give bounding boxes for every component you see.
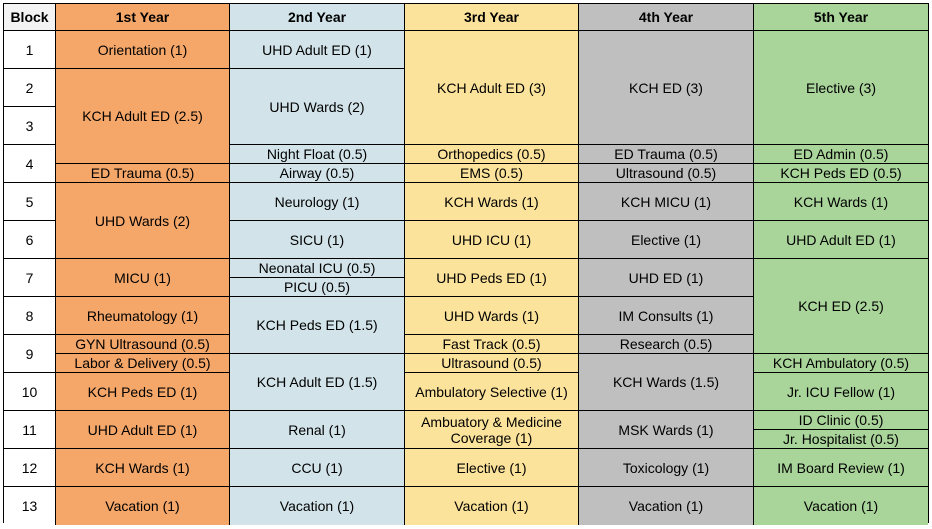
header-block: Block — [4, 4, 56, 31]
rotation-cell: MSK Wards (1) — [579, 411, 754, 449]
rotation-cell: Elective (1) — [405, 449, 579, 487]
rotation-cell: Jr. ICU Fellow (1) — [754, 373, 928, 411]
rotation-cell: Vacation (1) — [754, 487, 928, 525]
rotation-cell: UHD ED (1) — [579, 259, 754, 297]
rotation-cell: Neurology (1) — [230, 183, 405, 221]
rotation-cell: Orthopedics (0.5) — [405, 145, 579, 164]
rotation-cell: Toxicology (1) — [579, 449, 754, 487]
block-number: 4 — [4, 145, 56, 183]
rotation-cell: Research (0.5) — [579, 335, 754, 354]
rotation-cell: KCH ED (2.5) — [754, 259, 928, 354]
block-number: 12 — [4, 449, 56, 487]
rotation-cell: Vacation (1) — [579, 487, 754, 525]
rotation-cell: Elective (3) — [754, 31, 928, 145]
rotation-schedule-table: Block 1st Year 2nd Year 3rd Year 4th Yea… — [3, 3, 929, 525]
rotation-cell: Orientation (1) — [56, 31, 230, 69]
rotation-cell: Ambulatory Selective (1) — [405, 373, 579, 411]
rotation-cell: KCH Adult ED (2.5) — [56, 69, 230, 164]
rotation-cell: EMS (0.5) — [405, 164, 579, 183]
rotation-cell: SICU (1) — [230, 221, 405, 259]
rotation-cell: MICU (1) — [56, 259, 230, 297]
block-number: 13 — [4, 487, 56, 525]
header-year-2: 2nd Year — [230, 4, 405, 31]
rotation-cell: PICU (0.5) — [230, 278, 405, 297]
header-year-3: 3rd Year — [405, 4, 579, 31]
rotation-cell: UHD Wards (1) — [405, 297, 579, 335]
rotation-cell: KCH Wards (1.5) — [579, 354, 754, 411]
rotation-cell: IM Board Review (1) — [754, 449, 928, 487]
rotation-cell: KCH Wards (1) — [754, 183, 928, 221]
rotation-cell: Renal (1) — [230, 411, 405, 449]
block-number: 11 — [4, 411, 56, 449]
rotation-cell: KCH ED (3) — [579, 31, 754, 145]
rotation-cell: UHD Adult ED (1) — [56, 411, 230, 449]
block-number: 2 — [4, 69, 56, 107]
rotation-cell: ED Admin (0.5) — [754, 145, 928, 164]
rotation-cell: UHD Adult ED (1) — [754, 221, 928, 259]
rotation-cell: UHD Peds ED (1) — [405, 259, 579, 297]
block-number: 3 — [4, 107, 56, 145]
rotation-cell: Elective (1) — [579, 221, 754, 259]
rotation-cell: GYN Ultrasound (0.5) — [56, 335, 230, 354]
rotation-cell: Neonatal ICU (0.5) — [230, 259, 405, 278]
rotation-cell: Airway (0.5) — [230, 164, 405, 183]
rotation-cell: UHD Wards (2) — [230, 69, 405, 145]
rotation-cell: Rheumatology (1) — [56, 297, 230, 335]
rotation-cell: ED Trauma (0.5) — [56, 164, 230, 183]
rotation-cell: KCH Wards (1) — [56, 449, 230, 487]
rotation-cell: IM Consults (1) — [579, 297, 754, 335]
rotation-cell: UHD ICU (1) — [405, 221, 579, 259]
rotation-cell: Vacation (1) — [230, 487, 405, 525]
rotation-cell: Vacation (1) — [405, 487, 579, 525]
rotation-cell: ED Trauma (0.5) — [579, 145, 754, 164]
header-year-4: 4th Year — [579, 4, 754, 31]
block-number: 8 — [4, 297, 56, 335]
rotation-cell: CCU (1) — [230, 449, 405, 487]
rotation-cell: Labor & Delivery (0.5) — [56, 354, 230, 373]
rotation-cell: Ambuatory & Medicine Coverage (1) — [405, 411, 579, 449]
rotation-cell: KCH Peds ED (1) — [56, 373, 230, 411]
rotation-cell: Fast Track (0.5) — [405, 335, 579, 354]
rotation-cell: KCH Adult ED (3) — [405, 31, 579, 145]
rotation-cell: KCH MICU (1) — [579, 183, 754, 221]
rotation-cell: Night Float (0.5) — [230, 145, 405, 164]
rotation-cell: UHD Wards (2) — [56, 183, 230, 259]
block-number: 1 — [4, 31, 56, 69]
header-year-1: 1st Year — [56, 4, 230, 31]
rotation-cell: KCH Adult ED (1.5) — [230, 354, 405, 411]
rotation-cell: KCH Peds ED (1.5) — [230, 297, 405, 354]
block-number: 7 — [4, 259, 56, 297]
rotation-cell: Jr. Hospitalist (0.5) — [754, 430, 928, 449]
rotation-cell: Ultrasound (0.5) — [405, 354, 579, 373]
rotation-cell: KCH Ambulatory (0.5) — [754, 354, 928, 373]
rotation-cell: KCH Wards (1) — [405, 183, 579, 221]
rotation-cell: Ultrasound (0.5) — [579, 164, 754, 183]
rotation-cell: KCH Peds ED (0.5) — [754, 164, 928, 183]
block-number: 5 — [4, 183, 56, 221]
block-number: 6 — [4, 221, 56, 259]
rotation-cell: UHD Adult ED (1) — [230, 31, 405, 69]
block-number: 10 — [4, 373, 56, 411]
header-year-5: 5th Year — [754, 4, 928, 31]
rotation-cell: Vacation (1) — [56, 487, 230, 525]
rotation-cell: ID Clinic (0.5) — [754, 411, 928, 430]
block-number: 9 — [4, 335, 56, 373]
